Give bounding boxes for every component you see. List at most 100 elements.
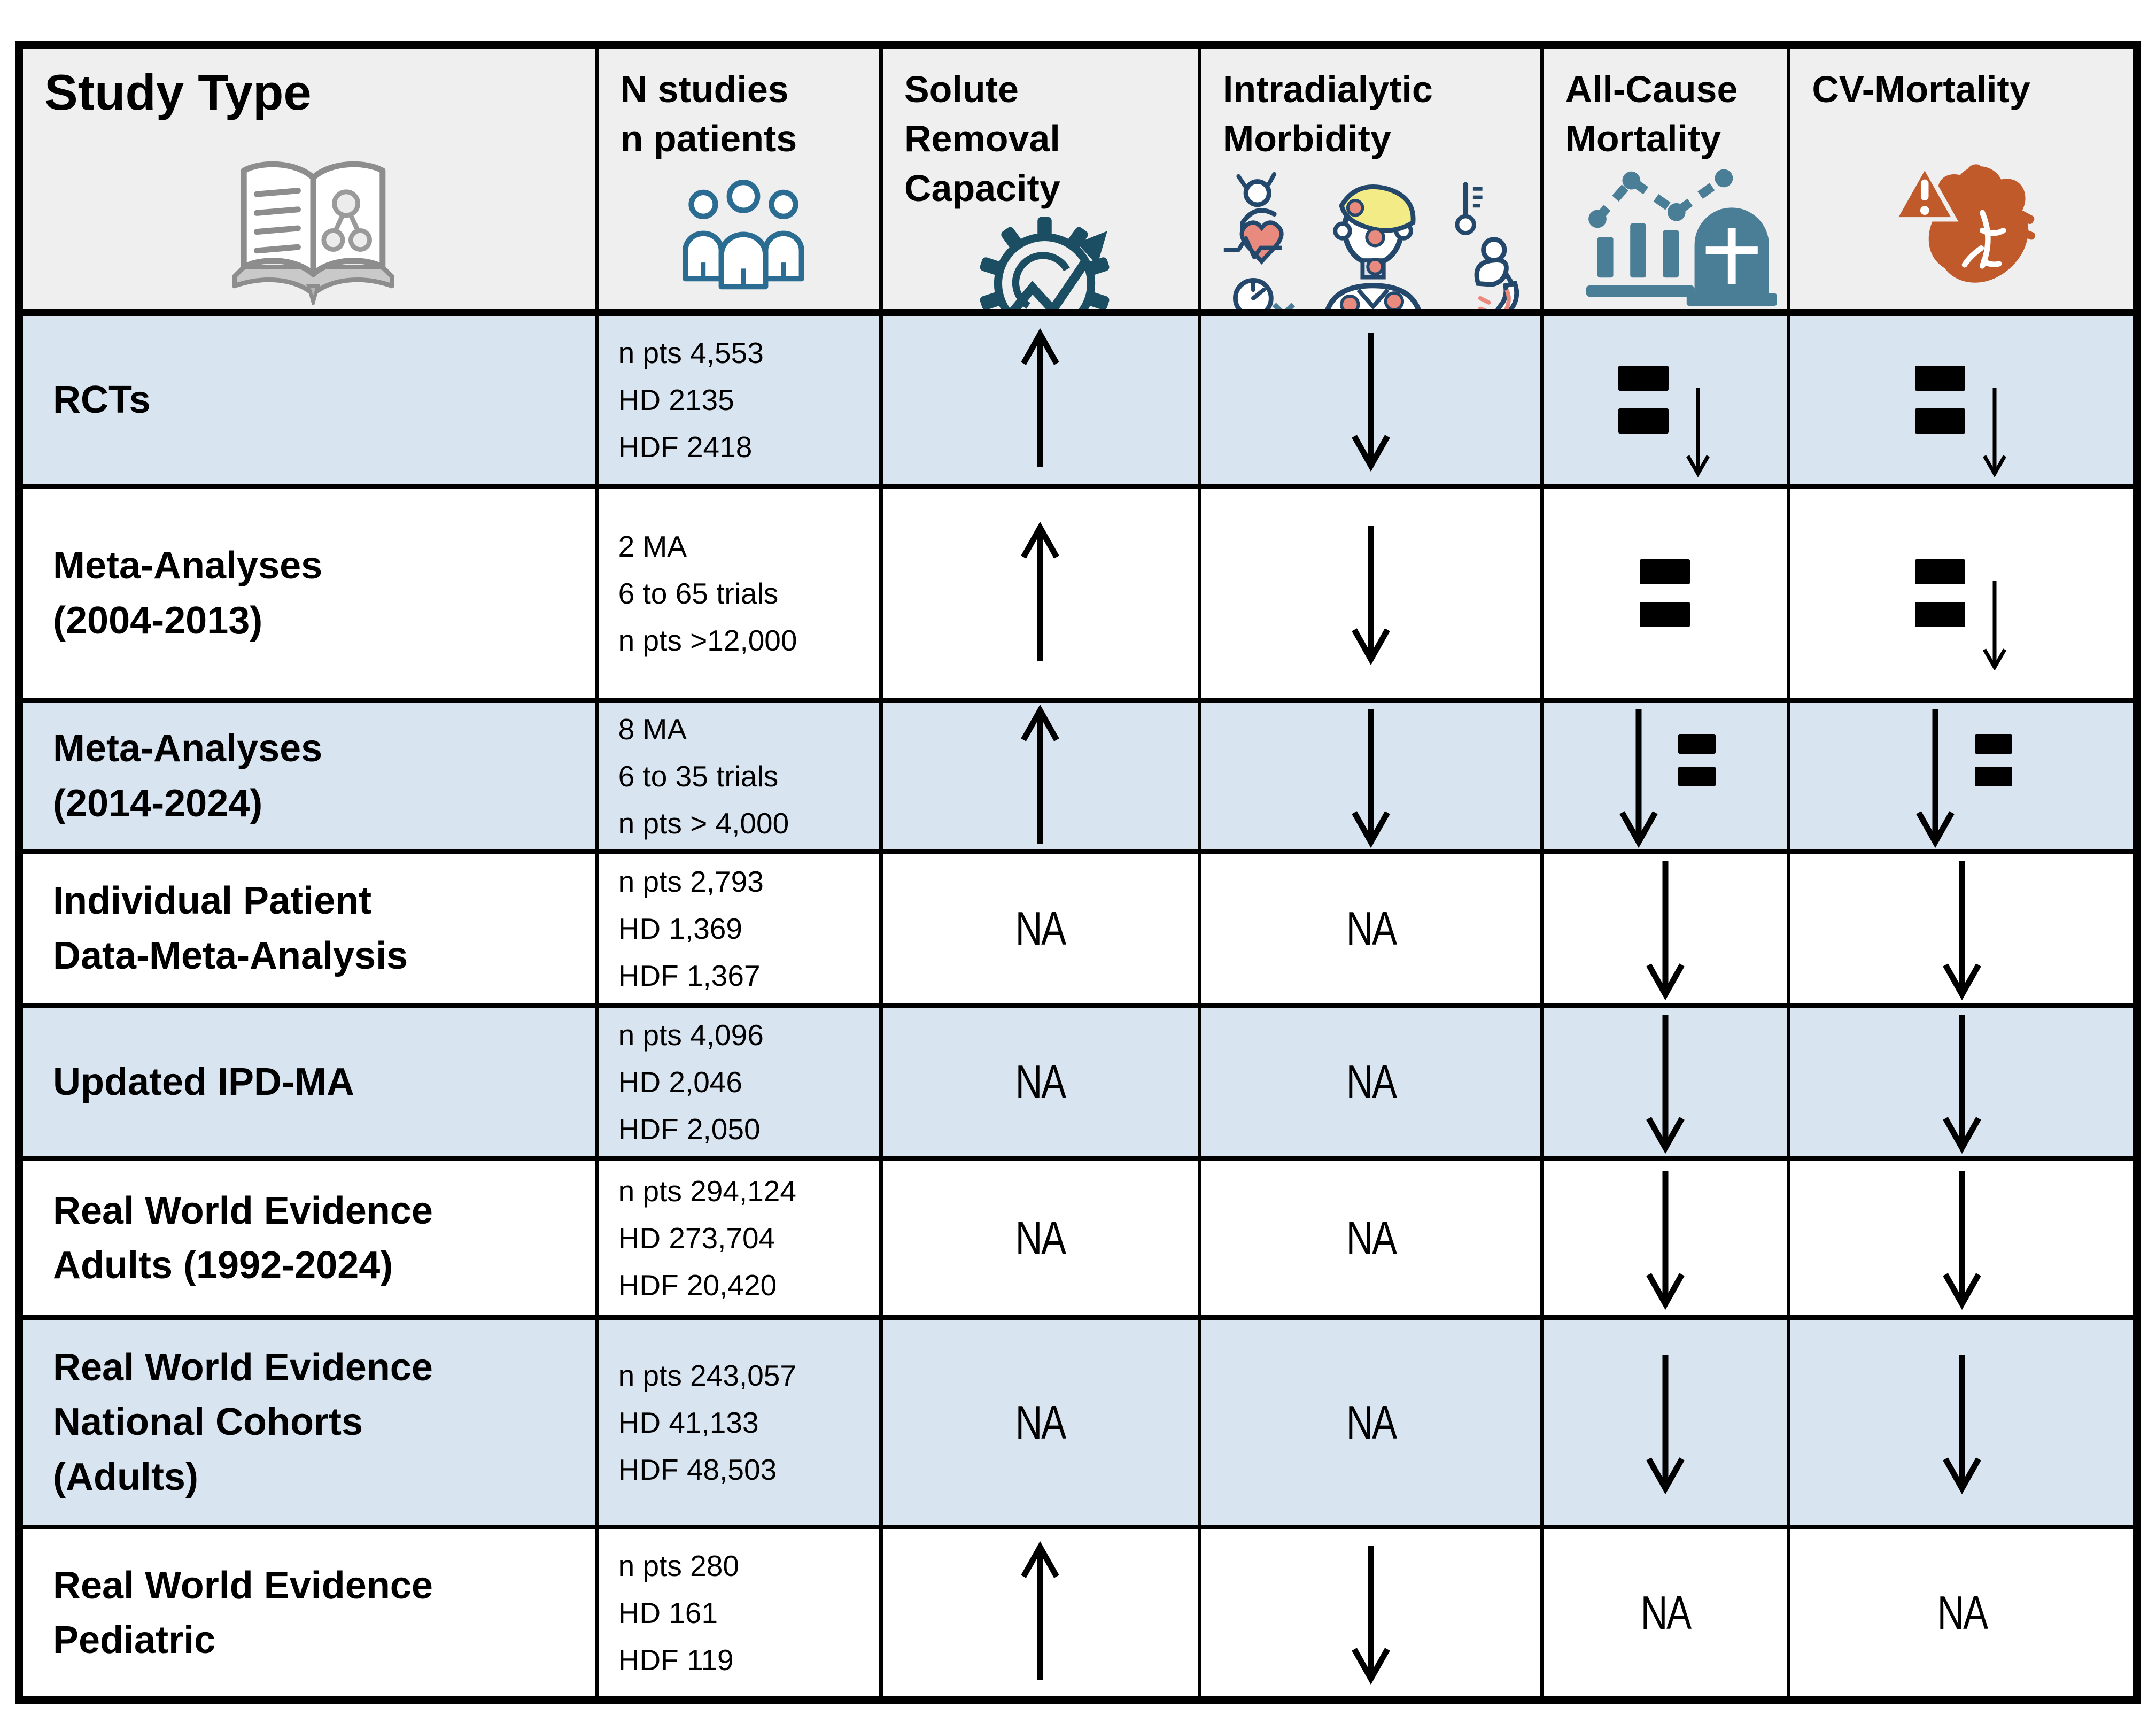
- not-applicable-label: NA: [1640, 1586, 1691, 1639]
- up-arrow-icon: [1021, 1541, 1060, 1680]
- column-header-study-type: Study Type: [44, 64, 312, 120]
- header-cell-cv-mortality: CV-Mortality: [1790, 49, 2133, 316]
- outcome-cell-intradialytic-morbidity: NA: [1201, 1161, 1544, 1320]
- down-arrow-icon: [1351, 332, 1390, 472]
- row-details-cell: n pts 280 HD 161 HDF 119: [599, 1529, 883, 1696]
- row-label-cell: Real World Evidence National Cohorts (Ad…: [23, 1320, 599, 1529]
- increase-symbol: [1014, 521, 1066, 665]
- row-details-cell: n pts 4,096 HD 2,046 HDF 2,050: [599, 1007, 883, 1162]
- outcome-cell-intradialytic-morbidity: NA: [1201, 1320, 1544, 1529]
- outcome-cell-cv-mortality: [1790, 854, 2133, 1008]
- down-arrow-icon: [1351, 1545, 1390, 1685]
- small-equals-icon: [1974, 733, 2012, 786]
- equals-icon: [1639, 559, 1690, 627]
- people-icon: [663, 174, 824, 305]
- down-arrow-icon: [1619, 708, 1658, 848]
- increase-symbol: [1014, 328, 1066, 472]
- decrease-symbol: [1345, 1541, 1397, 1685]
- not-applicable-label: NA: [1346, 1211, 1397, 1265]
- down-arrow-icon: [1351, 526, 1390, 665]
- column-header-all-cause-mortality: All-Cause Mortality: [1565, 68, 1738, 160]
- outcome-cell-all-cause-mortality: [1544, 1320, 1791, 1529]
- header-cell-study-type: Study Type: [23, 49, 599, 316]
- up-arrow-icon: [1021, 328, 1060, 467]
- row-details-cell: n pts 2,793 HD 1,369 HDF 1,367: [599, 854, 883, 1008]
- outcome-cell-intradialytic-morbidity: NA: [1201, 854, 1544, 1008]
- row-details-cell: 8 MA 6 to 35 trials n pts > 4,000: [599, 702, 883, 854]
- header-cell-n-studies: N studies n patients: [599, 49, 883, 316]
- outcome-cell-cv-mortality: NA: [1790, 1529, 2133, 1696]
- down-arrow-icon: [1942, 1355, 1981, 1494]
- header-cell-all-cause-mortality: All-Cause Mortality: [1544, 49, 1791, 316]
- decrease-symbol: [1345, 705, 1397, 848]
- small-down-arrow-icon: [1982, 581, 2006, 671]
- heart-warning-icon: [1890, 155, 2041, 305]
- outcome-cell-solute-removal: NA: [882, 1007, 1201, 1162]
- decrease-symbol: [1640, 1010, 1691, 1154]
- row-label-cell: Meta-Analyses (2014-2024): [23, 702, 599, 854]
- grave-chart-icon: [1577, 153, 1780, 306]
- increase-symbol: [1014, 704, 1066, 848]
- down-arrow-icon: [1351, 708, 1390, 848]
- outcome-cell-cv-mortality: [1790, 316, 2133, 489]
- row-details-cell: n pts 294,124 HD 273,704 HDF 20,420: [599, 1161, 883, 1320]
- outcome-cell-intradialytic-morbidity: [1201, 702, 1544, 854]
- decrease-symbol: [1640, 1351, 1691, 1494]
- header-cell-solute-removal: Solute Removal Capacity: [882, 49, 1201, 316]
- down-arrow-icon: [1646, 1014, 1685, 1154]
- down-arrow-icon: [1942, 1014, 1981, 1154]
- row-label-cell: Real World Evidence Pediatric: [23, 1529, 599, 1696]
- outcome-cell-intradialytic-morbidity: [1201, 1529, 1544, 1696]
- down-arrow-icon: [1646, 1171, 1685, 1310]
- header-cell-intradialytic-morbidity: Intradialytic Morbidity: [1201, 49, 1544, 316]
- small-equals-icon: [1678, 733, 1716, 786]
- up-arrow-icon: [1021, 704, 1060, 844]
- row-label-cell: RCTs: [23, 316, 599, 489]
- outcome-cell-all-cause-mortality: [1544, 1007, 1791, 1162]
- row-details-cell: n pts 4,553 HD 2135 HDF 2418: [599, 316, 883, 489]
- decrease-symbol: [1936, 1010, 1988, 1154]
- outcome-cell-all-cause-mortality: [1544, 1161, 1791, 1320]
- not-applicable-label: NA: [1346, 1395, 1397, 1449]
- outcome-cell-solute-removal: [882, 316, 1201, 489]
- outcome-cell-all-cause-mortality: [1544, 316, 1791, 489]
- equivalent-decrease-symbol: [1914, 547, 2010, 671]
- equals-icon: [1914, 365, 1965, 434]
- outcome-cell-cv-mortality: [1790, 1007, 2133, 1162]
- up-arrow-icon: [1021, 521, 1060, 661]
- not-applicable-label: NA: [1937, 1586, 1988, 1639]
- down-arrow-icon: [1646, 1355, 1685, 1494]
- decrease-symbol: [1345, 522, 1397, 665]
- outcome-cell-solute-removal: [882, 488, 1201, 703]
- decrease-equivalent-symbol: [1910, 705, 2014, 848]
- gear-chart-icon: [974, 213, 1115, 310]
- outcome-cell-solute-removal: [882, 702, 1201, 854]
- row-label-cell: Real World Evidence Adults (1992-2024): [23, 1161, 599, 1320]
- equals-icon: [1914, 559, 1965, 627]
- decrease-symbol: [1345, 328, 1397, 472]
- not-applicable-label: NA: [1015, 1395, 1066, 1449]
- not-applicable-label: NA: [1015, 901, 1066, 955]
- down-arrow-icon: [1942, 1171, 1981, 1310]
- outcome-cell-intradialytic-morbidity: [1201, 488, 1544, 703]
- outcome-cell-solute-removal: NA: [882, 1161, 1201, 1320]
- outcome-cell-solute-removal: NA: [882, 854, 1201, 1008]
- column-header-cv-mortality: CV-Mortality: [1812, 68, 2030, 110]
- outcome-cell-all-cause-mortality: [1544, 702, 1791, 854]
- row-details-cell: 2 MA 6 to 65 trials n pts >12,000: [599, 488, 883, 703]
- patient-symptoms-icon: [1217, 164, 1533, 310]
- decrease-symbol: [1936, 857, 1988, 1000]
- outcome-cell-cv-mortality: [1790, 1161, 2133, 1320]
- outcome-cell-all-cause-mortality: [1544, 854, 1791, 1008]
- outcome-cell-cv-mortality: [1790, 488, 2133, 703]
- outcome-cell-solute-removal: NA: [882, 1320, 1201, 1529]
- row-details-cell: n pts 243,057 HD 41,133 HDF 48,503: [599, 1320, 883, 1529]
- book-icon: [225, 152, 401, 310]
- decrease-symbol: [1640, 857, 1691, 1000]
- outcome-cell-intradialytic-morbidity: [1201, 316, 1544, 489]
- outcomes-table: Study Type: [15, 41, 2141, 1704]
- column-header-solute-removal: Solute Removal Capacity: [904, 68, 1060, 209]
- outcome-cell-all-cause-mortality: [1544, 488, 1791, 703]
- small-down-arrow-icon: [1982, 387, 2006, 477]
